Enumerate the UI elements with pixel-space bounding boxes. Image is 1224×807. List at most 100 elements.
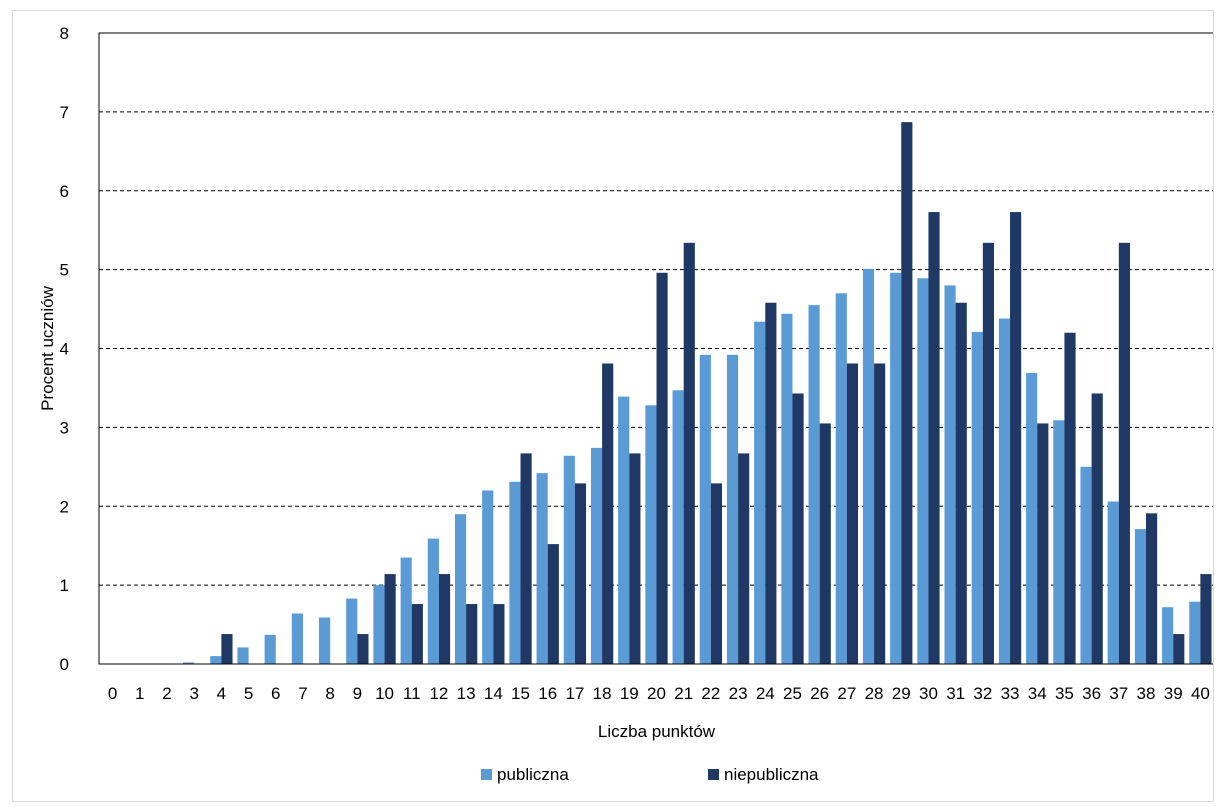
bar-publiczna-11 (400, 557, 412, 664)
x-tick-label: 28 (865, 684, 884, 703)
bar-niepubliczna-4 (221, 634, 233, 664)
bar-niepubliczna-14 (493, 604, 505, 664)
bar-niepubliczna-28 (874, 363, 886, 664)
bar-publiczna-22 (699, 354, 711, 664)
bar-publiczna-20 (645, 405, 657, 664)
bar-niepubliczna-13 (466, 604, 478, 664)
bar-niepubliczna-31 (955, 302, 967, 664)
bar-publiczna-37 (1107, 501, 1119, 664)
bar-niepubliczna-16 (547, 544, 559, 664)
x-tick-label: 23 (729, 684, 748, 703)
bar-publiczna-26 (808, 305, 820, 664)
x-tick-label: 2 (162, 684, 171, 703)
y-tick-label: 7 (60, 103, 69, 122)
bar-publiczna-39 (1162, 607, 1174, 664)
x-tick-label: 16 (538, 684, 557, 703)
y-tick-label: 0 (60, 655, 69, 674)
bar-niepubliczna-24 (765, 302, 777, 664)
y-tick-labels: 0 1 2 3 4 5 6 7 8 (60, 24, 69, 674)
x-tick-label: 25 (783, 684, 802, 703)
bar-publiczna-19 (618, 396, 630, 664)
x-tick-label: 33 (1001, 684, 1020, 703)
bars (183, 122, 1212, 665)
x-tick-label: 1 (135, 684, 144, 703)
x-tick-label: 5 (244, 684, 253, 703)
x-tick-label: 10 (375, 684, 394, 703)
x-tick-label: 8 (325, 684, 334, 703)
x-tick-label: 14 (484, 684, 503, 703)
x-tick-label: 22 (701, 684, 720, 703)
bar-publiczna-14 (482, 490, 494, 664)
bar-publiczna-15 (509, 481, 521, 664)
x-tick-label: 6 (271, 684, 280, 703)
legend-label: publiczna (497, 765, 569, 784)
x-tick-label: 34 (1028, 684, 1047, 703)
bar-niepubliczna-20 (656, 272, 668, 664)
bar-publiczna-13 (454, 514, 467, 664)
bar-publiczna-8 (319, 617, 331, 664)
bar-publiczna-35 (1053, 420, 1065, 664)
bar-publiczna-18 (590, 447, 603, 664)
bar-niepubliczna-36 (1091, 393, 1103, 664)
y-tick-label: 6 (60, 182, 69, 201)
bar-publiczna-16 (536, 473, 548, 664)
bar-publiczna-40 (1189, 601, 1201, 664)
bar-publiczna-23 (726, 354, 739, 664)
bar-niepubliczna-25 (792, 393, 804, 664)
bar-publiczna-10 (373, 585, 385, 665)
bar-niepubliczna-30 (928, 212, 940, 665)
gridlines (99, 111, 1213, 586)
bar-niepubliczna-29 (901, 122, 913, 664)
y-axis-title: Procent uczniów (38, 285, 57, 410)
bar-publiczna-32 (971, 331, 983, 664)
legend: publiczna niepubliczna (481, 765, 819, 784)
x-tick-label: 7 (298, 684, 307, 703)
x-tick-label: 39 (1164, 684, 1183, 703)
bar-publiczna-28 (862, 268, 875, 664)
bar-niepubliczna-23 (738, 453, 750, 664)
bar-publiczna-21 (672, 390, 684, 664)
bar-publiczna-17 (563, 455, 575, 664)
x-tick-label: 32 (973, 684, 992, 703)
legend-label: niepubliczna (724, 765, 819, 784)
bar-publiczna-38 (1134, 529, 1147, 664)
x-tick-label: 15 (511, 684, 530, 703)
x-tick-label: 19 (620, 684, 639, 703)
y-tick-label: 4 (60, 340, 69, 359)
bar-niepubliczna-11 (411, 604, 423, 664)
x-tick-label: 30 (919, 684, 938, 703)
x-tick-label: 38 (1137, 684, 1156, 703)
bar-niepubliczna-22 (710, 483, 723, 664)
bar-niepubliczna-19 (629, 453, 641, 664)
bar-publiczna-29 (890, 272, 902, 664)
x-tick-label: 4 (217, 684, 226, 703)
x-tick-labels: 0 1 2 3 4 5 6 7 8 9 10 11 12 13 14 15 16 17 18 19 20 21 22 23 24… (108, 684, 1210, 703)
x-tick-label: 20 (647, 684, 666, 703)
x-tick-label: 0 (108, 684, 117, 703)
bar-publiczna-12 (427, 538, 439, 664)
bar-niepubliczna-18 (602, 363, 614, 664)
x-tick-label: 37 (1109, 684, 1128, 703)
bar-publiczna-34 (1026, 372, 1038, 664)
x-tick-label: 24 (756, 684, 775, 703)
bar-niepubliczna-21 (683, 242, 695, 664)
bar-publiczna-4 (210, 656, 222, 664)
legend-swatch (481, 769, 492, 780)
y-tick-label: 1 (60, 576, 69, 595)
x-tick-label: 18 (593, 684, 612, 703)
bar-publiczna-25 (781, 313, 793, 664)
bar-publiczna-9 (346, 598, 358, 664)
bar-niepubliczna-40 (1200, 574, 1212, 664)
bar-publiczna-30 (917, 278, 929, 664)
x-tick-label: 21 (674, 684, 693, 703)
x-tick-label: 36 (1082, 684, 1101, 703)
x-tick-label: 17 (565, 684, 584, 703)
bar-niepubliczna-38 (1146, 513, 1158, 664)
bar-niepubliczna-39 (1173, 634, 1185, 664)
bar-niepubliczna-12 (438, 574, 451, 664)
bar-niepubliczna-27 (846, 363, 859, 664)
bar-publiczna-6 (264, 634, 276, 664)
bar-publiczna-3 (183, 662, 195, 664)
